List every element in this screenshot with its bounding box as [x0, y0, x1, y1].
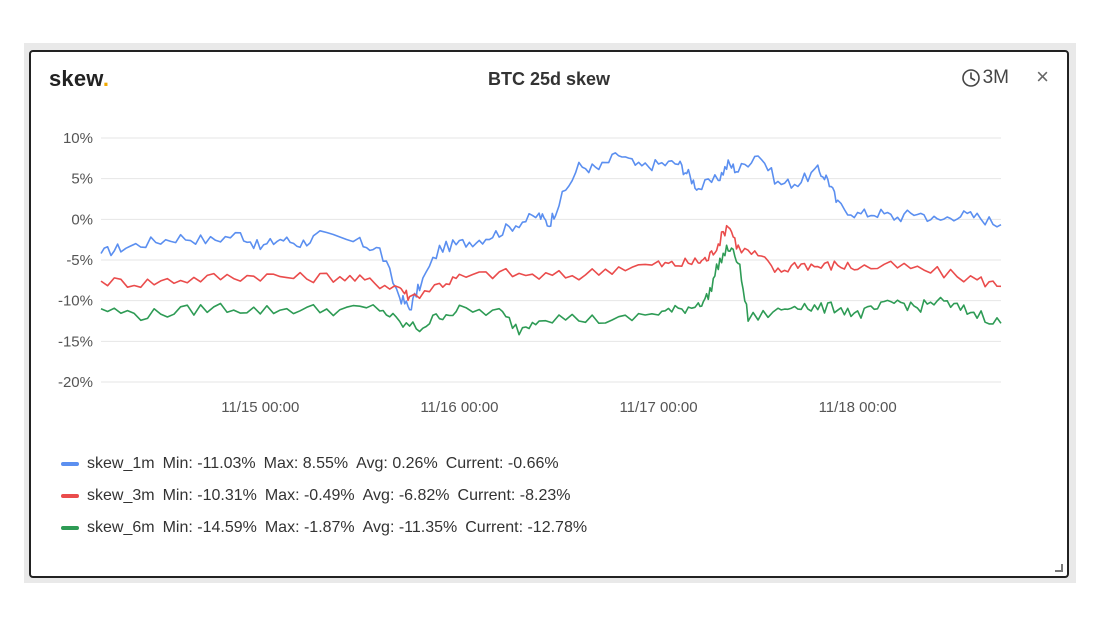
legend-max: Max: -0.49%: [264, 487, 355, 504]
logo-text: skew: [49, 66, 103, 91]
chart-widget: skew. BTC 25d skew 3M × 10% 5% 0% -5% -10% -1…: [29, 50, 1069, 578]
legend-min: Min: -14.59%: [162, 519, 257, 536]
chart-grid: [101, 137, 1001, 383]
y-tick-label: -15%: [58, 333, 93, 350]
y-tick-label: -5%: [66, 252, 93, 269]
clock-icon: [961, 69, 980, 87]
legend-swatch: [61, 526, 79, 530]
legend-item-skew-3m[interactable]: skew_3m Min: -10.31% Max: -0.49% Avg: -6.82…: [61, 480, 587, 512]
y-tick-label: -20%: [58, 374, 93, 391]
legend-current: Current: -0.66%: [445, 455, 559, 472]
legend-min: Min: -11.03%: [162, 455, 256, 472]
series-line-skew-3m[interactable]: [100, 224, 1002, 302]
y-tick-label: 0%: [71, 211, 93, 228]
close-icon[interactable]: ×: [1036, 64, 1049, 89]
legend-max: Max: 8.55%: [263, 455, 349, 472]
legend-avg: Avg: -11.35%: [362, 519, 458, 536]
legend-current: Current: -12.78%: [465, 519, 588, 536]
x-tick-label: 11/18 00:00: [819, 399, 897, 416]
legend-min: Min: -10.31%: [162, 487, 257, 504]
skew-logo[interactable]: skew.: [49, 66, 109, 92]
legend-current: Current: -8.23%: [457, 487, 571, 504]
legend-swatch: [61, 494, 79, 498]
line-chart: 10% 5% 0% -5% -10% -15% -20% 11/15 00:00 11/16 …: [58, 130, 1002, 416]
x-axis: 11/15 00:00 11/16 00:00 11/17 00:00 11/18 0…: [221, 399, 896, 416]
x-tick-label: 11/15 00:00: [221, 399, 299, 416]
series-line-skew-1m[interactable]: [100, 152, 1002, 311]
chart-legend: skew_1m Min: -11.03% Max: 8.55% Avg: 0.26% C…: [61, 448, 587, 544]
y-tick-label: 10%: [63, 130, 93, 147]
legend-name: skew_6m: [87, 519, 155, 536]
x-tick-label: 11/16 00:00: [420, 399, 498, 416]
time-range-button[interactable]: 3M: [961, 67, 1009, 89]
legend-avg: Avg: -6.82%: [362, 487, 450, 504]
series-line-skew-6m[interactable]: [100, 244, 1002, 336]
legend-max: Max: -1.87%: [264, 519, 355, 536]
legend-name: skew_3m: [87, 487, 155, 504]
legend-avg: Avg: 0.26%: [356, 455, 438, 472]
x-tick-label: 11/17 00:00: [619, 399, 697, 416]
y-tick-label: 5%: [71, 171, 93, 188]
chart-series: [100, 152, 1002, 336]
legend-name: skew_1m: [87, 455, 155, 472]
legend-item-skew-1m[interactable]: skew_1m Min: -11.03% Max: 8.55% Avg: 0.26% C…: [61, 448, 587, 480]
resize-handle[interactable]: [1055, 564, 1063, 572]
logo-dot: .: [102, 66, 110, 91]
y-tick-label: -10%: [58, 293, 93, 310]
y-axis: 10% 5% 0% -5% -10% -15% -20%: [58, 130, 93, 391]
legend-swatch: [61, 462, 79, 466]
time-range-label: 3M: [982, 67, 1009, 88]
legend-item-skew-6m[interactable]: skew_6m Min: -14.59% Max: -1.87% Avg: -11.3…: [61, 512, 587, 544]
